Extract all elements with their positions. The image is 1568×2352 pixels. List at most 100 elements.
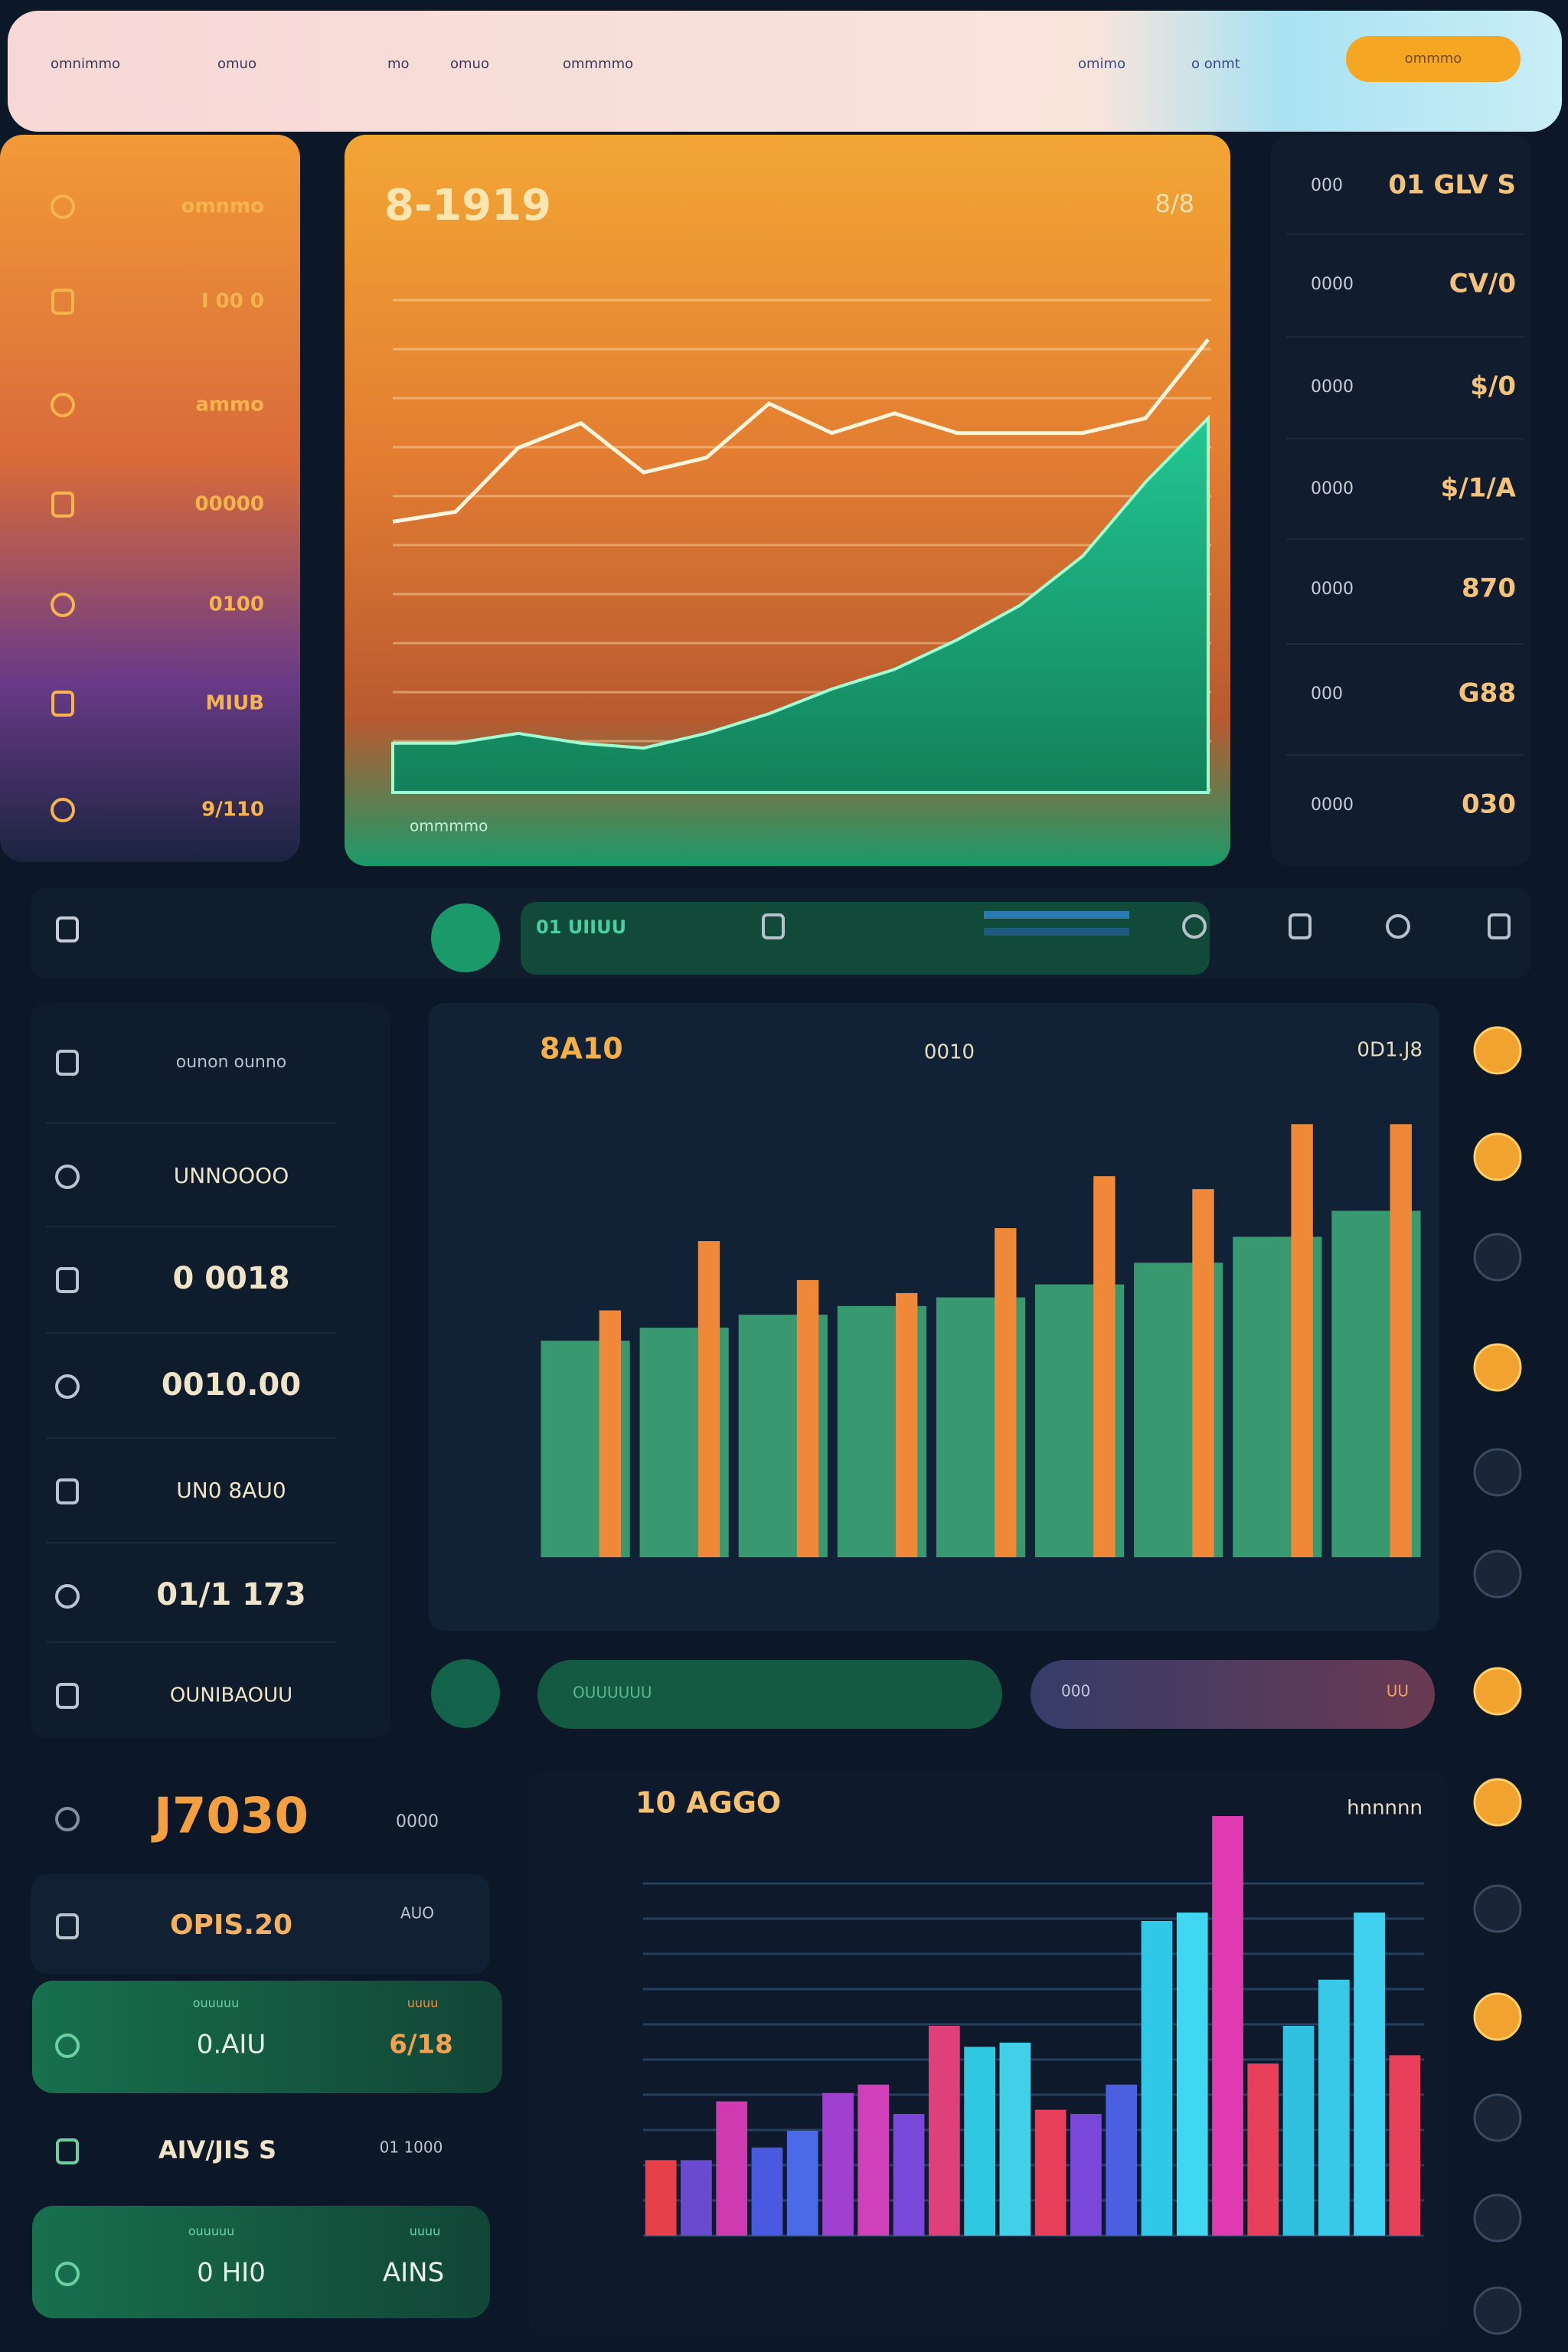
bar	[1070, 2114, 1102, 2236]
stat-label: 000	[1311, 684, 1343, 704]
side-button[interactable]	[1473, 1884, 1522, 1933]
list-item[interactable]: OUNIBAOUU	[170, 1684, 292, 1707]
pill-button[interactable]	[431, 1659, 500, 1728]
range-start[interactable]: 000	[1061, 1682, 1090, 1700]
line	[392, 338, 1210, 524]
list-item[interactable]: 0010.00	[162, 1367, 301, 1403]
chart-title: 8A10	[540, 1032, 623, 1066]
toolbar-label[interactable]: 01 UIIUU	[536, 916, 626, 938]
bar	[1390, 1124, 1412, 1557]
bar	[1354, 1913, 1385, 2236]
sidebar-item[interactable]: 9/110	[201, 799, 264, 822]
summary-row	[31, 1874, 490, 1974]
bar	[1212, 1816, 1243, 2236]
nav-link[interactable]: ommmmo	[563, 56, 633, 72]
side-button[interactable]	[1473, 1778, 1522, 1827]
side-button[interactable]	[1473, 2286, 1522, 2335]
chart-title: 8-1919	[384, 181, 551, 230]
bar	[697, 1241, 720, 1557]
range-pill[interactable]	[1031, 1660, 1435, 1729]
list-item[interactable]: UNNOOOO	[174, 1163, 289, 1188]
nav-link[interactable]: o onmt	[1191, 56, 1240, 72]
list-item[interactable]: UN0 8AU0	[176, 1478, 286, 1503]
range-end[interactable]: UU	[1387, 1682, 1409, 1700]
icon	[55, 1584, 80, 1609]
bar	[796, 1279, 819, 1557]
bar	[716, 2101, 748, 2236]
side-button[interactable]	[1473, 2093, 1522, 2142]
sidebar	[0, 135, 300, 862]
stat-value: 01 GLV S	[1388, 170, 1516, 201]
icon	[51, 691, 74, 717]
stat-value: $/0	[1470, 371, 1516, 402]
side-button[interactable]	[1473, 1343, 1522, 1392]
bar	[964, 2047, 995, 2236]
summary-card[interactable]	[32, 2206, 490, 2318]
side-button[interactable]	[1473, 1992, 1522, 2041]
list-item[interactable]: 0 0018	[172, 1261, 289, 1296]
summary-label: AUO	[400, 1904, 434, 1922]
stat-label: 000	[1311, 176, 1343, 195]
toolbar-bar	[984, 928, 1129, 936]
sidebar-item[interactable]: MIUB	[206, 692, 264, 715]
card-caption: ouuuuu	[188, 2224, 235, 2239]
chart-annotation: 0D1.J8	[1357, 1039, 1423, 1062]
icon	[51, 194, 75, 219]
icon	[51, 798, 75, 822]
stat-label: 0000	[1311, 377, 1354, 397]
side-button[interactable]	[1473, 1026, 1522, 1075]
toolbar-pill[interactable]	[521, 902, 1210, 975]
icon	[55, 1374, 80, 1399]
bar	[895, 1292, 918, 1557]
nav-button[interactable]	[1346, 36, 1521, 82]
icon	[1386, 914, 1410, 939]
sidebar-item[interactable]: 00000	[195, 493, 264, 516]
bar	[1106, 2084, 1138, 2236]
summary-card[interactable]	[32, 1981, 502, 2093]
bar	[1192, 1189, 1214, 1557]
side-button[interactable]	[1473, 1667, 1522, 1716]
search-placeholder[interactable]: OUUUUUU	[573, 1684, 652, 1702]
card-badge: uuuu	[407, 1996, 439, 2011]
bar	[1093, 1176, 1116, 1557]
icon	[1488, 913, 1511, 939]
card-side: 6/18	[389, 2030, 452, 2060]
sidebar-item[interactable]: omnmo	[181, 195, 264, 218]
toolbar-bar	[984, 911, 1129, 919]
sidebar-item[interactable]: 0100	[209, 593, 264, 616]
side-button[interactable]	[1473, 1132, 1522, 1181]
stats-panel	[1271, 135, 1531, 866]
nav-link[interactable]: omuo	[217, 56, 256, 72]
side-button[interactable]	[1473, 1233, 1522, 1282]
nav-link[interactable]: mo	[387, 56, 410, 72]
summary-value: AIV/JIS S	[158, 2135, 276, 2164]
toolbar-button[interactable]	[431, 903, 500, 972]
nav-link[interactable]: omimo	[1078, 56, 1125, 72]
nav-button-label[interactable]: ommmo	[1405, 51, 1462, 67]
card-caption: ouuuuu	[193, 1996, 240, 2011]
icon	[55, 2262, 80, 2286]
sidebar-item[interactable]: I 00 0	[201, 290, 264, 313]
bar	[786, 2131, 818, 2236]
sidebar-item[interactable]: ammo	[195, 394, 264, 416]
icon	[51, 492, 74, 518]
bar	[928, 2026, 960, 2236]
nav-link[interactable]: omnimmo	[51, 56, 120, 72]
search-pill[interactable]	[537, 1660, 1002, 1729]
list-item[interactable]: 01/1 173	[156, 1577, 306, 1612]
nav-link[interactable]: omuo	[450, 56, 489, 72]
icon	[56, 1267, 79, 1293]
icon	[1289, 913, 1312, 939]
side-button[interactable]	[1473, 1448, 1522, 1497]
bar	[1282, 2026, 1315, 2236]
icon	[55, 1807, 80, 1831]
bar	[995, 1228, 1017, 1557]
side-button[interactable]	[1473, 1550, 1522, 1599]
side-button[interactable]	[1473, 2194, 1522, 2243]
icon	[51, 289, 74, 315]
card-side: AINS	[383, 2258, 444, 2288]
list-item[interactable]: ounon ounno	[176, 1053, 287, 1072]
bar	[751, 2147, 783, 2236]
